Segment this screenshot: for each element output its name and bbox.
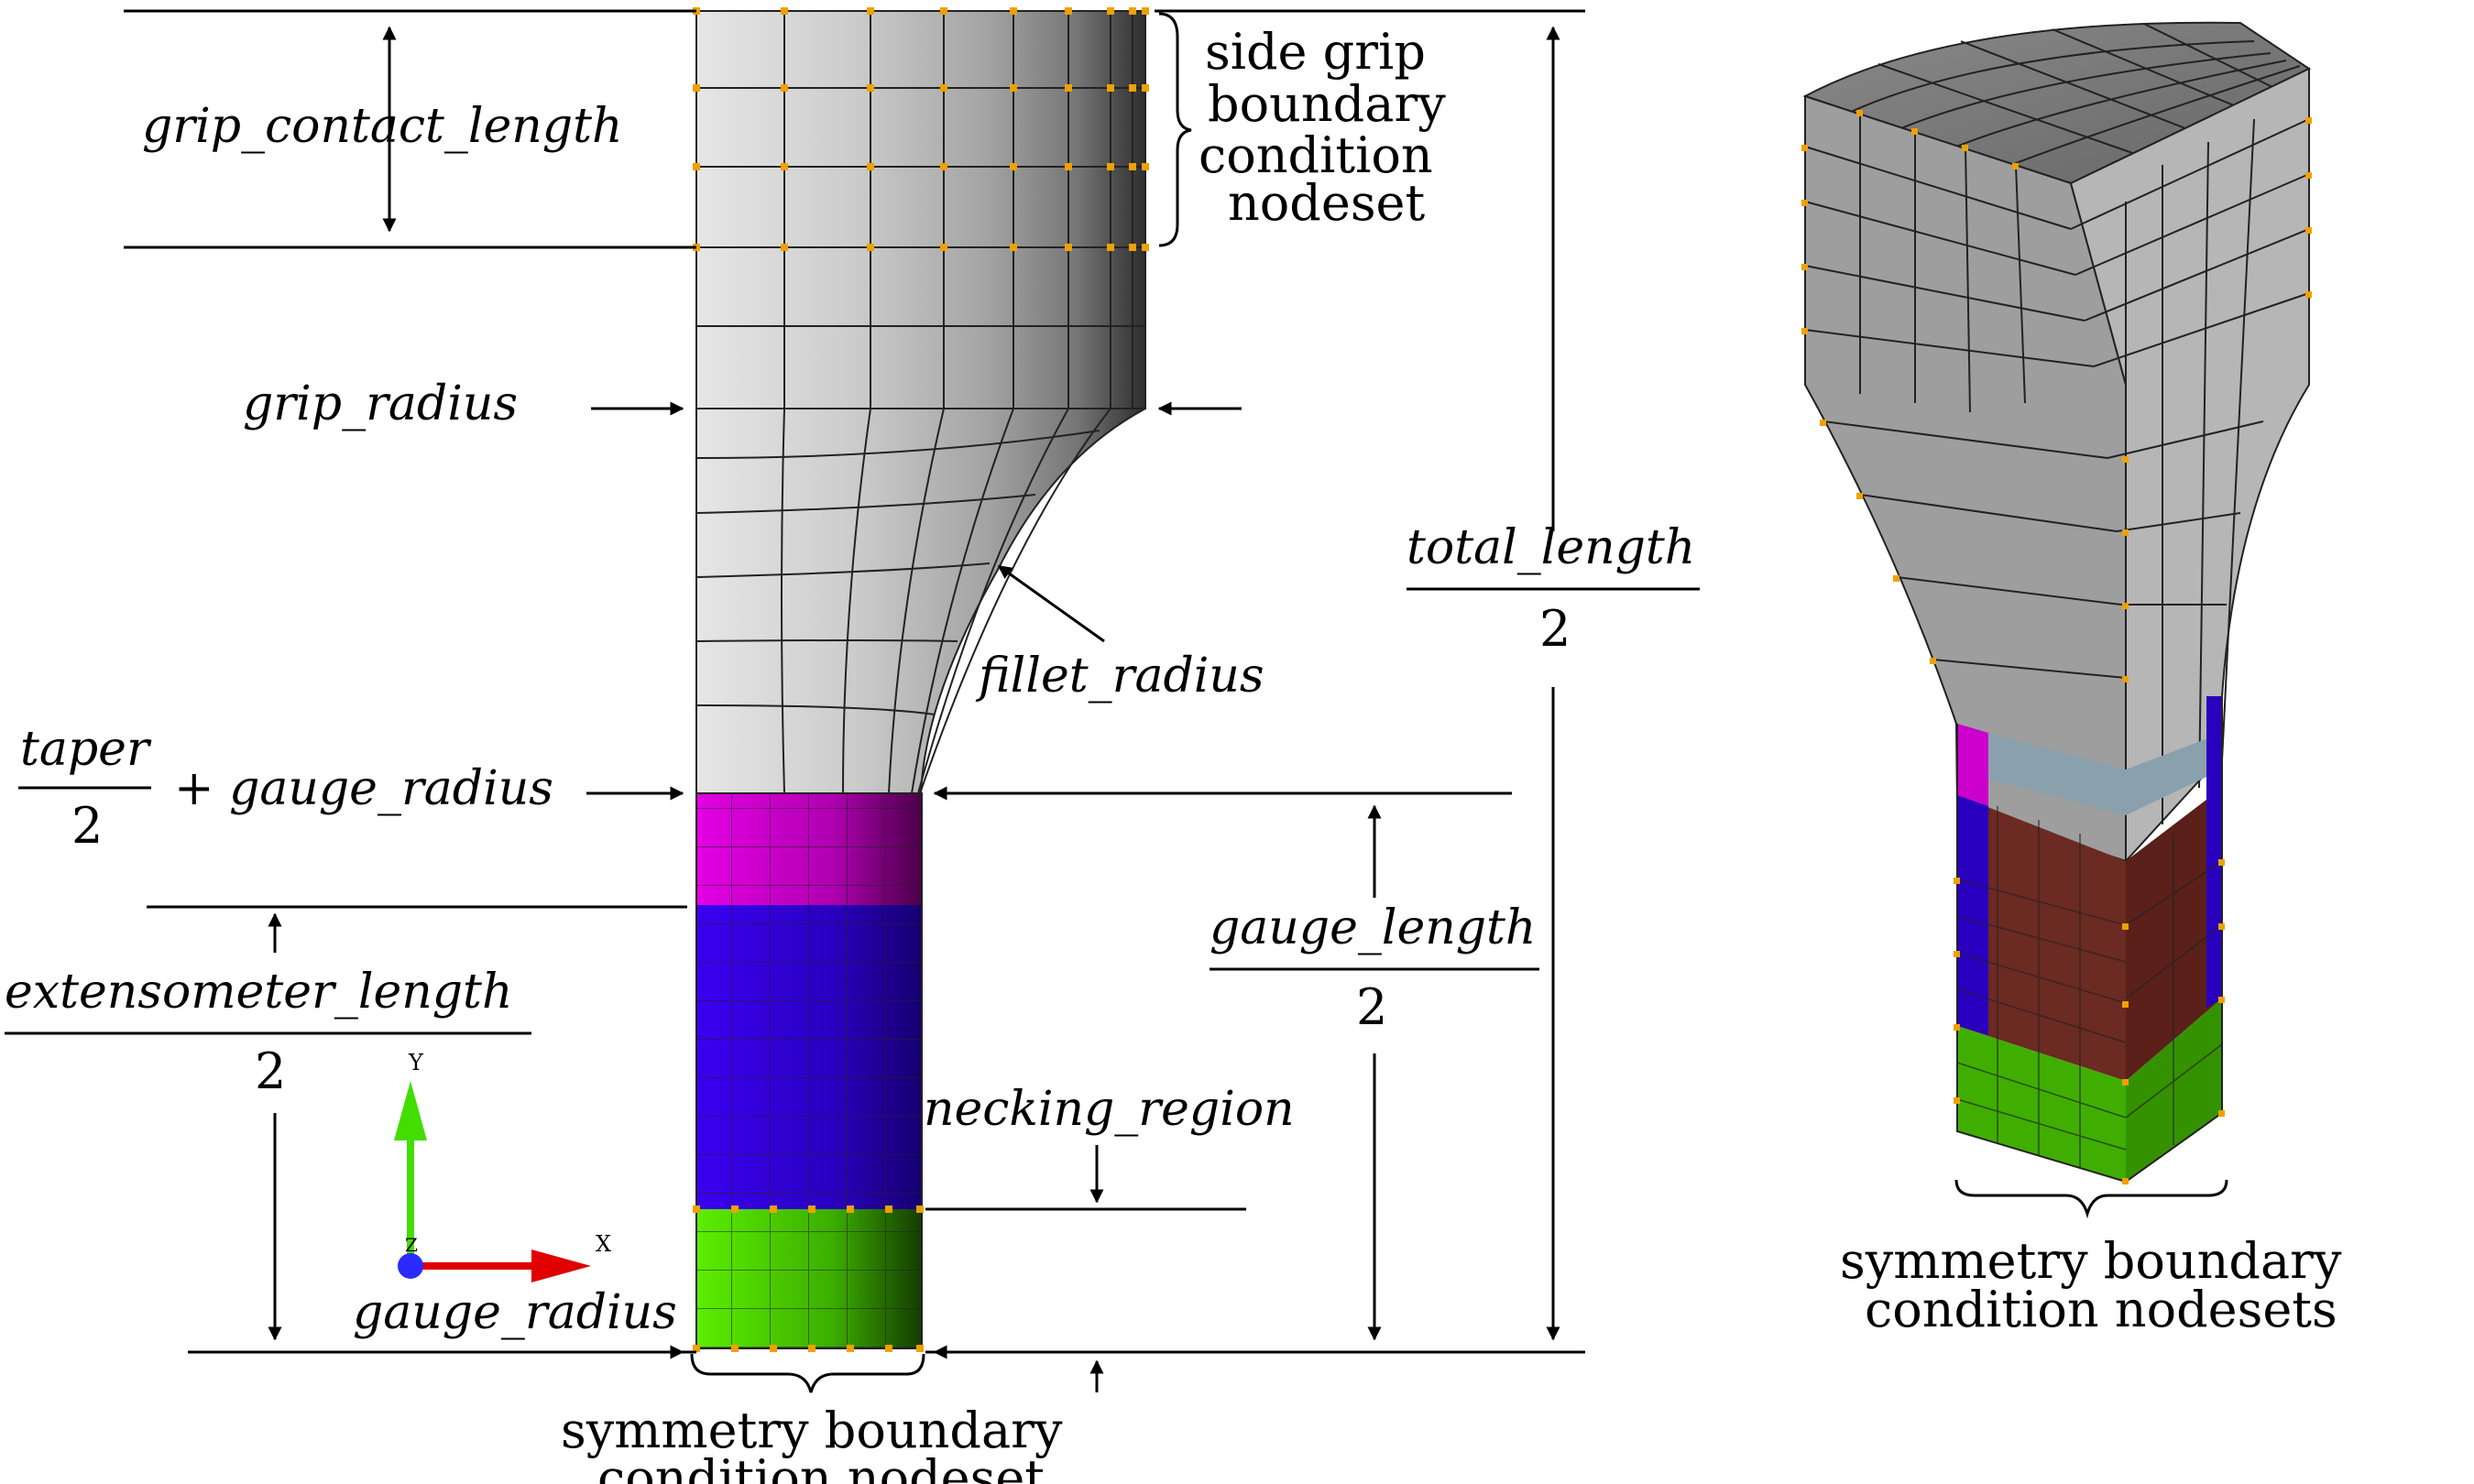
taper-denominator: 2: [71, 797, 103, 855]
column-brown-front: [1957, 795, 2126, 1081]
column-magenta: [1957, 724, 1988, 806]
axis-x-label: X: [596, 1231, 611, 1257]
left-mesh: [693, 7, 1149, 1352]
column-steel: [1988, 733, 2222, 815]
column-blue-side: [1957, 795, 1988, 1035]
axis-triad: Y X Z: [394, 1050, 611, 1282]
x-arrow-icon: [531, 1249, 591, 1282]
right-nodes: [1801, 110, 2312, 1184]
grip-mesh-lines: [696, 11, 1145, 409]
necking-region-label: necking_region: [924, 1082, 1295, 1137]
symmetry-right-line2: condition nodesets: [1865, 1281, 2337, 1338]
gauge-mesh-grid: [696, 793, 922, 1348]
grip-radius-label: grip_radius: [243, 376, 518, 431]
y-arrow-icon: [394, 1081, 427, 1140]
total-length-numerator: total_length: [1407, 520, 1695, 575]
symmetry-left-line2: condition nodeset: [597, 1449, 1045, 1484]
braces: [690, 12, 2228, 1393]
gauge-radius-label: gauge_radius: [353, 1285, 677, 1340]
column-blue-right: [2206, 696, 2222, 1008]
fillet-region: [695, 408, 1146, 794]
right-3d-mesh: [1801, 21, 2312, 1184]
grip-contact-length-label: grip_contact_length: [142, 99, 622, 154]
side-grip-label-line1: side grip: [1205, 23, 1426, 81]
symmetry-right-line1: symmetry boundary: [1840, 1232, 2342, 1290]
fillet-radius-label: fillet_radius: [975, 649, 1264, 704]
plus-gauge-radius-label: + gauge_radius: [174, 761, 553, 816]
left-nodes: [693, 7, 1149, 1352]
dimension-lines: [5, 9, 1700, 1392]
top-face-lines: [1850, 23, 2301, 166]
column-green-front: [1957, 1026, 2126, 1182]
axis-y-label: Y: [408, 1050, 424, 1075]
side-grip-label-line3: condition: [1199, 126, 1433, 184]
grip-region: [695, 10, 1146, 409]
axis-z-label: Z: [405, 1234, 418, 1256]
extensometer-length-denominator: 2: [255, 1042, 286, 1100]
side-grip-label-line4: nodeset: [1228, 174, 1425, 232]
taper-numerator: taper: [20, 722, 152, 777]
side-grip-label-line2: boundary: [1208, 75, 1446, 133]
right-face: [2069, 67, 2310, 864]
gauge-length-denominator: 2: [1356, 978, 1387, 1036]
extensometer-length-numerator: extensometer_length: [5, 965, 512, 1020]
column-grid: [1956, 806, 2223, 1168]
z-axis-dot-icon: [398, 1253, 423, 1279]
3d-mesh-lines: [1804, 113, 2310, 861]
gauge-length-numerator: gauge_length: [1210, 900, 1536, 955]
labels: grip_contact_length side grip boundary c…: [5, 23, 2342, 1484]
symmetry-left-line1: symmetry boundary: [561, 1402, 1063, 1459]
fillet-mesh-lines: [695, 408, 1111, 794]
total-length-denominator: 2: [1539, 600, 1571, 658]
